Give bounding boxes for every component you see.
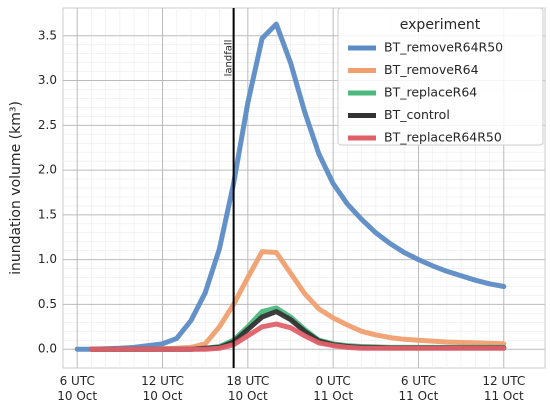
legend-label: BT_removeR64R50 bbox=[384, 40, 503, 55]
series-line bbox=[88, 321, 507, 352]
y-axis-label: inundation volume (km³) bbox=[8, 101, 24, 275]
y-tick-label: 1.0 bbox=[38, 252, 57, 266]
y-tick-label: 0.5 bbox=[38, 297, 57, 311]
x-tick-label: 12 UTC 10 Oct bbox=[141, 374, 184, 403]
x-tick-label: 6 UTC 10 Oct bbox=[57, 374, 98, 403]
legend-title: experiment bbox=[400, 17, 481, 33]
annotation: landfall bbox=[224, 40, 235, 77]
legend-label: BT_replaceR64 bbox=[384, 85, 477, 100]
legend-label: BT_replaceR64R50 bbox=[384, 130, 502, 145]
y-tick-label: 2.5 bbox=[38, 118, 57, 132]
legend-label: BT_removeR64 bbox=[384, 62, 479, 77]
legend-box bbox=[337, 7, 544, 146]
y-tick-label: 1.5 bbox=[38, 207, 57, 221]
x-tick-label: 0 UTC 11 Oct bbox=[313, 374, 354, 403]
legend-label: BT_control bbox=[384, 107, 450, 122]
y-tick-label: 3.5 bbox=[38, 28, 57, 42]
x-tick-label: 6 UTC 11 Oct bbox=[398, 374, 439, 403]
x-tick-label: 18 UTC 10 Oct bbox=[226, 374, 270, 403]
series-line bbox=[74, 21, 507, 352]
y-tick-label: 0.0 bbox=[38, 342, 57, 356]
x-tick-label: 12 UTC 11 Oct bbox=[482, 374, 526, 403]
y-tick-label: 3.0 bbox=[38, 73, 57, 87]
y-tick-label: 2.0 bbox=[38, 163, 57, 177]
